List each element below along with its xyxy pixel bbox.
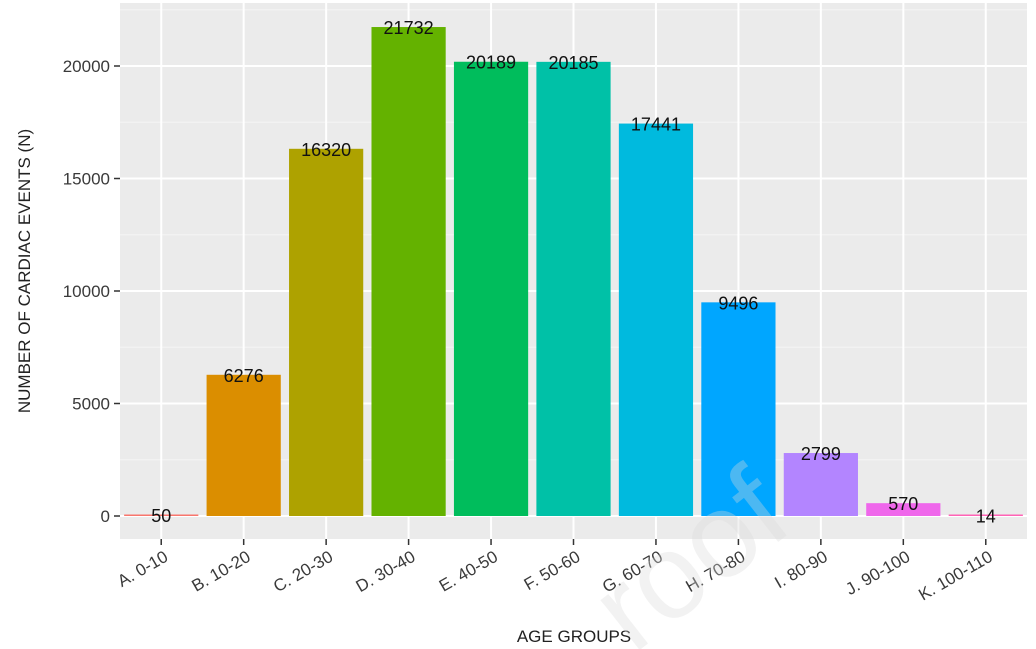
bar	[618, 123, 694, 516]
y-tick-label: 5000	[72, 395, 110, 414]
x-axis-ticks: A. 0-10 B. 10-20 C. 20-30 D. 30-40 E. 40-50 F…	[114, 539, 996, 604]
x-tick-label: B. 10-20	[189, 547, 254, 596]
y-tick-label: 20000	[63, 57, 110, 76]
data-label: 570	[888, 494, 918, 514]
x-tick-label: D. 30-40	[353, 547, 419, 596]
data-label: 16320	[301, 140, 351, 160]
y-axis-title: NUMBER OF CARDIAC EVENTS (N)	[15, 129, 34, 413]
data-label: 2799	[801, 444, 841, 464]
data-label: 14	[976, 507, 996, 527]
data-label: 17441	[631, 115, 681, 135]
bar	[948, 514, 1023, 516]
bars	[124, 27, 1023, 517]
data-labels: 50 6276 16320 21732 20189 20185 17441 9496 2799 5…	[151, 18, 996, 527]
bar	[701, 302, 776, 516]
bar	[289, 148, 364, 517]
x-tick-label: J. 90-100	[842, 547, 913, 599]
bar	[866, 503, 941, 516]
data-label: 9496	[718, 293, 758, 313]
y-axis-ticks: 0 5000 10000 15000 20000	[63, 57, 120, 526]
x-tick-label: A. 0-10	[114, 547, 171, 591]
y-tick-label: 10000	[63, 282, 110, 301]
bar	[206, 374, 281, 516]
data-label: 21732	[384, 18, 434, 38]
bar	[453, 61, 529, 517]
x-tick-label: E. 40-50	[436, 547, 501, 596]
bar	[783, 453, 858, 516]
data-label: 6276	[224, 366, 264, 386]
x-tick-label: K. 100-110	[915, 547, 995, 604]
data-label: 20185	[548, 53, 598, 73]
data-label: 50	[151, 506, 171, 526]
bar	[536, 61, 611, 517]
y-tick-label: 0	[101, 507, 110, 526]
y-tick-label: 15000	[63, 170, 110, 189]
data-label: 20189	[466, 53, 516, 73]
bar	[124, 514, 199, 516]
bar	[371, 27, 446, 517]
x-tick-label: C. 20-30	[270, 547, 336, 596]
x-axis-title: AGE GROUPS	[517, 627, 631, 646]
